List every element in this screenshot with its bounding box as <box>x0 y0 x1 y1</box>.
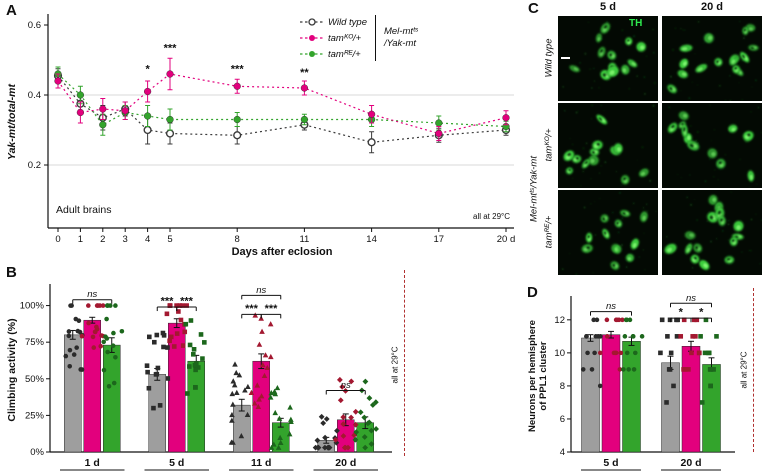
panel-a-y-axis-label: Yak-mt/total-mt <box>6 83 18 161</box>
panel-c-row-label-wild-type: Wild type <box>543 38 555 78</box>
panel-a-legend: Wild type tamᴷᴼ/+ tamᴿᴱ/+ Mel-mtᵗˢ <box>300 14 418 62</box>
svg-text:25%: 25% <box>25 410 45 421</box>
panel-b-label: B <box>6 264 17 281</box>
micrograph-wild-type-20d <box>662 16 762 101</box>
svg-text:0.2: 0.2 <box>28 160 41 171</box>
micrograph-tam-ko-5d <box>558 103 658 188</box>
svg-text:10: 10 <box>554 348 565 359</box>
panel-b-y-axis-label: Climbing activity (%) <box>6 318 18 422</box>
legend-item-tam-ko: tamᴷᴼ/+ <box>300 30 367 46</box>
svg-text:1 d: 1 d <box>85 457 100 469</box>
climbing-activity-bar-chart: 0% 25% 50% 75% 100% 1 d 5 d 11 d 20 d ns *** *** ns *… <box>20 284 392 471</box>
svg-text:17: 17 <box>434 234 445 245</box>
micrograph-tam-re-5d <box>558 190 658 275</box>
svg-text:8: 8 <box>235 234 240 245</box>
svg-text:ns: ns <box>341 380 351 391</box>
svg-text:*: * <box>145 63 150 75</box>
legend-series-list: Wild type tamᴷᴼ/+ tamᴿᴱ/+ <box>300 14 367 62</box>
panel-c-row-label-tam-re: tamᴿᴱ/+ <box>543 215 555 249</box>
svg-text:20 d: 20 d <box>497 234 516 245</box>
legend-item-wild-type: Wild type <box>300 14 367 30</box>
panel-d: D 4 6 8 10 12 5 d 20 d ns ns * * Neurons per hemis… <box>525 278 765 476</box>
svg-text:0.4: 0.4 <box>28 90 41 101</box>
tam-re-marker-icon <box>300 51 324 57</box>
svg-text:4: 4 <box>145 234 150 245</box>
panel-b: B 0% 25% 50% 75% 100% 1 d 5 d 11 d 20 d ns *** *** n… <box>0 262 420 476</box>
panel-d-label: D <box>527 284 538 301</box>
panel-d-dashed-separator <box>753 288 754 452</box>
tam-ko-marker-icon <box>300 35 324 41</box>
svg-text:**: ** <box>300 67 309 79</box>
svg-text:***: *** <box>265 303 279 315</box>
micrograph-wild-type-5d <box>558 16 658 101</box>
panel-c-col-header-5d: 5 d <box>600 1 616 13</box>
svg-text:6: 6 <box>560 414 565 425</box>
svg-text:20 d: 20 d <box>335 457 356 469</box>
svg-text:ns: ns <box>87 289 97 300</box>
svg-text:5 d: 5 d <box>603 457 618 469</box>
legend-label-wild-type: Wild type <box>328 16 367 28</box>
panel-c-col-header-20d: 20 d <box>700 1 723 13</box>
svg-text:ns: ns <box>686 293 696 304</box>
svg-text:***: *** <box>231 63 245 75</box>
svg-text:11: 11 <box>299 234 309 245</box>
svg-text:0.6: 0.6 <box>28 20 41 31</box>
svg-text:11 d: 11 d <box>251 457 271 469</box>
svg-text:4: 4 <box>560 447 565 458</box>
svg-text:20 d: 20 d <box>680 457 701 469</box>
legend-divider <box>374 15 376 61</box>
scale-bar <box>561 57 570 59</box>
panel-a-annotation: Adult brains <box>56 204 112 216</box>
yak-mt-ratio-line-chart: 0.20.40.60 1 2 3 4 5 8 11 14 17 20 d******* ** <box>28 14 516 245</box>
svg-text:0%: 0% <box>30 447 44 458</box>
svg-text:8: 8 <box>560 381 565 392</box>
panel-c: C 5 d 20 d TH Wild type tamᴷᴼ/+ tamᴿᴱ/+ … <box>525 0 765 278</box>
panel-c-label: C <box>528 0 539 17</box>
svg-text:***: *** <box>180 296 194 308</box>
svg-text:1: 1 <box>78 234 83 245</box>
svg-text:2: 2 <box>100 234 105 245</box>
svg-text:***: *** <box>245 303 259 315</box>
legend-label-tam-ko: tamᴷᴼ/+ <box>328 32 362 44</box>
legend-item-tam-re: tamᴿᴱ/+ <box>300 46 367 62</box>
svg-text:100%: 100% <box>20 301 45 312</box>
panel-b-temp-note: all at 29°C <box>390 346 400 384</box>
micrograph-tam-re-20d <box>662 190 762 275</box>
svg-text:***: *** <box>161 296 175 308</box>
svg-text:ns: ns <box>606 301 616 312</box>
svg-text:5: 5 <box>167 234 172 245</box>
svg-text:ns: ns <box>256 285 266 296</box>
svg-text:50%: 50% <box>25 374 45 385</box>
svg-text:3: 3 <box>123 234 128 245</box>
legend-genotype-group-label: Mel-mtᵗˢ /Yak-mt <box>384 26 418 51</box>
panel-c-row-label-tam-ko: tamᴷᴼ/+ <box>543 128 555 162</box>
panel-b-dashed-separator <box>404 270 405 456</box>
micrograph-tam-ko-20d <box>662 103 762 188</box>
panel-d-temp-note: all at 29°C <box>739 351 749 389</box>
panel-a-temp-note: all at 29°C <box>473 212 510 221</box>
wild-type-marker-icon <box>300 18 324 26</box>
th-stain-label: TH <box>629 18 643 29</box>
panel-d-y-axis-label: Neurons per hemisphere of PPL1 cluster <box>527 320 550 432</box>
svg-text:*: * <box>699 307 704 319</box>
panel-d-y-axis-label-line2: of PPL1 cluster <box>538 341 549 411</box>
svg-text:0: 0 <box>55 234 60 245</box>
svg-text:5 d: 5 d <box>169 457 184 469</box>
panel-c-side-label: Mel-mtᵗˢ/Yak-mt <box>528 156 540 222</box>
panel-a-label: A <box>6 2 17 19</box>
svg-text:75%: 75% <box>25 337 45 348</box>
panel-a-x-axis-label: Days after eclosion <box>231 246 333 258</box>
legend-label-tam-re: tamᴿᴱ/+ <box>328 48 361 60</box>
panel-a: A 0.2 0.4 0.6 0 1 2 3 4 5 8 11 14 17 20 d * *** *** ** Ya… <box>0 0 525 262</box>
svg-text:***: *** <box>164 42 178 54</box>
svg-text:14: 14 <box>366 234 377 245</box>
svg-text:*: * <box>679 307 684 319</box>
legend-group-line-1: Mel-mtᵗˢ <box>383 25 418 37</box>
legend-group-line-2: /Yak-mt <box>383 38 417 49</box>
svg-text:12: 12 <box>554 315 565 326</box>
